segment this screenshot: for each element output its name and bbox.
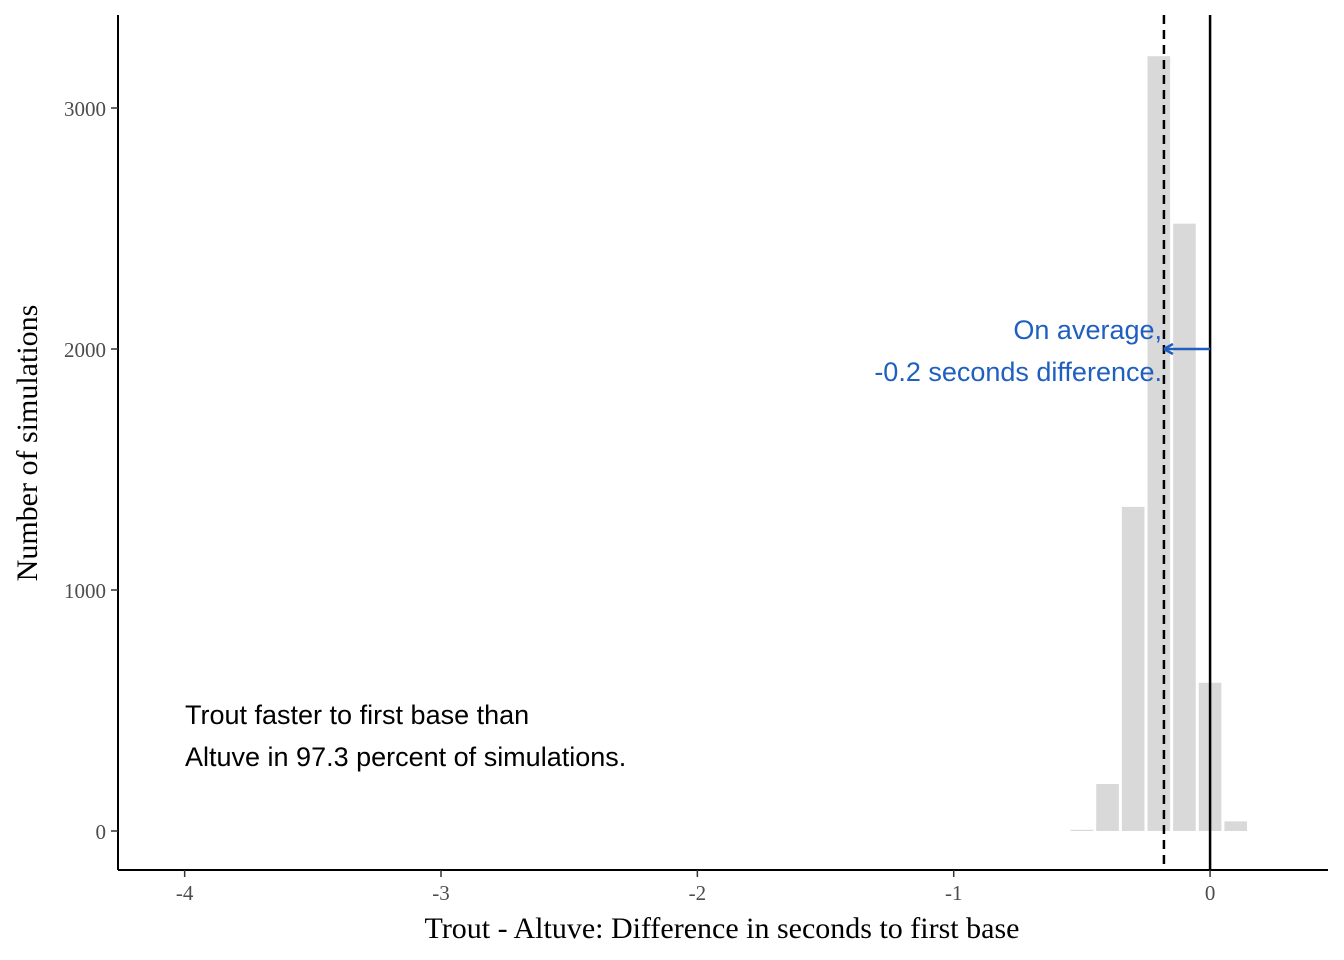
x-tick-label: 0 xyxy=(1205,881,1216,905)
x-tick-label: -2 xyxy=(689,881,707,905)
tick-labels: -4 -3 -2 -1 0 0 1000 2000 3000 xyxy=(64,97,1215,905)
y-tick-label: 2000 xyxy=(64,338,106,362)
reference-lines xyxy=(1162,15,1212,870)
histogram-bar-0 xyxy=(1070,829,1094,831)
average-arrow-head xyxy=(1163,342,1174,356)
y-axis-title: Number of simulations xyxy=(11,305,44,582)
histogram-bars xyxy=(1070,56,1248,832)
histogram-bar-4 xyxy=(1173,223,1196,831)
histogram-bar-2 xyxy=(1121,506,1145,831)
x-axis-title: Trout - Altuve: Difference in seconds to… xyxy=(425,912,1020,945)
y-tick-label: 0 xyxy=(96,820,107,844)
annotation-average-difference: On average, -0.2 seconds difference. xyxy=(874,315,1162,387)
annotation-trout-faster: Trout faster to first base than Altuve in… xyxy=(185,700,626,772)
x-tick-label: -1 xyxy=(945,881,963,905)
histogram-bar-1 xyxy=(1096,784,1119,831)
y-tick-label: 1000 xyxy=(64,579,106,603)
histogram-bar-6 xyxy=(1224,821,1248,831)
histogram-bar-3 xyxy=(1147,56,1171,832)
x-tick-label: -4 xyxy=(176,881,194,905)
axes xyxy=(117,15,1328,871)
annotations: Trout faster to first base than Altuve in… xyxy=(185,315,1211,772)
y-tick-label: 3000 xyxy=(64,97,106,121)
x-tick-label: -3 xyxy=(432,881,450,905)
